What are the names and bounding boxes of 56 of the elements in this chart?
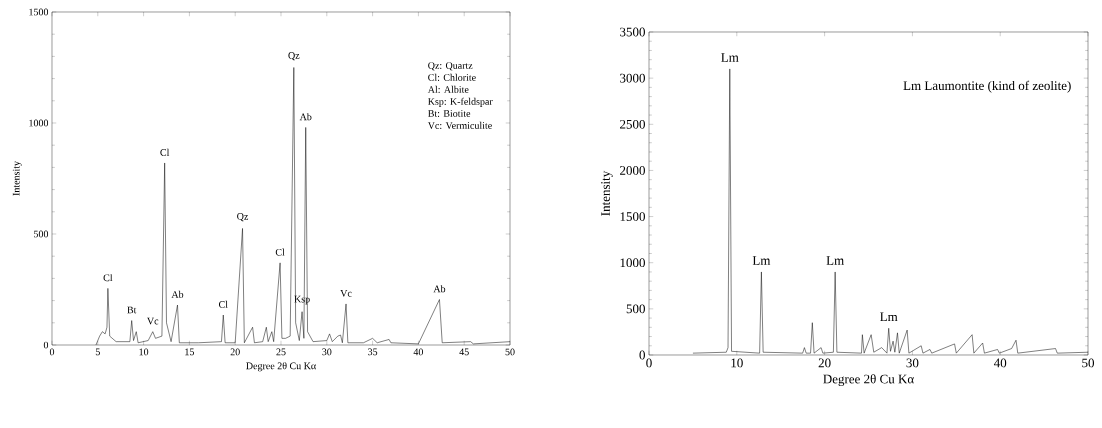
y-tick-label: 1000 [620, 258, 645, 268]
annotation: Lm Laumontite (kind of zeolite) [903, 80, 1071, 93]
y-tick-label: 500 [626, 304, 645, 314]
annotation: Qz [237, 213, 249, 222]
y-tick-label: 2500 [620, 119, 645, 129]
y-axis-title: Intensity [12, 161, 22, 196]
y-tick-label: 3000 [620, 73, 645, 83]
y-tick-label: 3500 [620, 27, 645, 37]
x-tick-label: 50 [505, 348, 515, 356]
annotation: Vc [147, 317, 159, 325]
annotation: Cl [218, 300, 228, 308]
annotation: Bt [127, 306, 137, 314]
y-tick-label: 2000 [620, 166, 645, 175]
x-tick-label: 30 [322, 348, 332, 356]
x-tick-label: 20 [818, 358, 831, 368]
x-tick-label: 40 [993, 358, 1007, 368]
x-tick-label: 0 [49, 348, 55, 356]
x-tick-label: 0 [646, 358, 652, 368]
annotation: Ab [171, 290, 184, 298]
annotation: Ab [433, 285, 446, 293]
x-tick-label: 50 [1082, 358, 1095, 368]
annotation: Cl [160, 148, 170, 156]
annotation: Ksp: K-feldspar [428, 97, 493, 107]
x-tick-label: 45 [459, 348, 469, 356]
y-tick-label: 1500 [620, 212, 645, 221]
x-tick-label: 10 [139, 348, 149, 356]
annotation: Cl [103, 274, 113, 282]
x-tick-label: 30 [906, 358, 919, 368]
annotation: Vc: Vermiculite [427, 121, 492, 129]
x-tick-label: 35 [368, 348, 378, 356]
annotation: Bt: Biotite [428, 110, 471, 117]
x-tick-label: 5 [95, 348, 100, 356]
annotation: Cl: Chlorite [428, 73, 476, 81]
annotation: Lm [880, 312, 898, 322]
annotation: Al: Albite [427, 85, 469, 93]
x-tick-label: 25 [276, 348, 286, 356]
x-axis-title: Degree 2θ Cu Kα [246, 362, 316, 372]
annotation: Qz [288, 52, 300, 61]
y-axis-title: Intensity [601, 170, 613, 216]
x-tick-label: 20 [230, 348, 240, 356]
x-tick-label: 10 [731, 358, 743, 368]
annotation: Ab [299, 113, 312, 121]
annotation: Qz: Quartz [428, 62, 473, 71]
y-tick-label: 500 [34, 230, 49, 238]
annotation: Lm [721, 53, 739, 62]
annotation: Vc [340, 290, 352, 297]
annotation: Cl [275, 248, 285, 256]
y-tick-label: 1500 [29, 8, 49, 16]
y-tick-label: 1000 [29, 119, 49, 127]
y-tick-label: 0 [43, 341, 49, 349]
annotation: Ksp [294, 295, 310, 305]
annotation: Lm [826, 256, 844, 265]
annotation: Lm [752, 256, 771, 265]
x-axis-title: Degree 2θ Cu Kα [823, 374, 914, 387]
x-tick-label: 40 [413, 348, 424, 356]
x-tick-label: 15 [185, 348, 195, 356]
